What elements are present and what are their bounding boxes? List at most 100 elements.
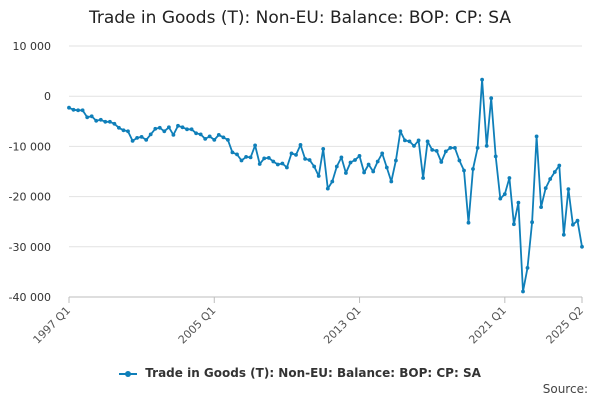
data-point[interactable] (194, 131, 199, 136)
data-point[interactable] (416, 138, 421, 143)
data-point[interactable] (557, 163, 562, 168)
data-point[interactable] (316, 174, 321, 178)
data-point[interactable] (366, 162, 371, 167)
data-point[interactable] (448, 146, 453, 150)
data-point[interactable] (330, 179, 335, 184)
data-point[interactable] (580, 244, 584, 249)
data-point[interactable] (443, 149, 448, 154)
data-point[interactable] (466, 220, 471, 225)
data-point[interactable] (389, 179, 394, 184)
data-point[interactable] (126, 129, 130, 134)
data-point[interactable] (167, 125, 171, 130)
data-point[interactable] (534, 134, 539, 139)
data-point[interactable] (280, 161, 285, 166)
data-point[interactable] (235, 152, 239, 157)
data-point[interactable] (434, 149, 439, 153)
data-point[interactable] (153, 126, 158, 131)
data-point[interactable] (253, 143, 257, 148)
data-point[interactable] (176, 123, 180, 128)
data-point[interactable] (94, 118, 99, 123)
data-point[interactable] (516, 200, 521, 205)
data-point[interactable] (439, 160, 444, 164)
data-point[interactable] (457, 158, 462, 163)
data-point[interactable] (248, 155, 253, 160)
data-point[interactable] (162, 129, 167, 134)
data-point[interactable] (262, 156, 267, 161)
data-point[interactable] (212, 138, 217, 142)
data-point[interactable] (507, 176, 512, 180)
data-point[interactable] (371, 169, 376, 174)
data-point[interactable] (325, 186, 330, 191)
data-point[interactable] (566, 187, 571, 192)
data-point[interactable] (548, 177, 553, 181)
data-point[interactable] (489, 96, 494, 101)
data-point[interactable] (303, 157, 307, 161)
data-point[interactable] (475, 146, 480, 150)
data-point[interactable] (334, 164, 339, 169)
data-point[interactable] (148, 132, 153, 137)
data-point[interactable] (89, 114, 94, 119)
data-point[interactable] (285, 165, 289, 170)
data-point[interactable] (453, 146, 457, 150)
data-point[interactable] (571, 222, 575, 227)
data-point[interactable] (344, 171, 348, 175)
data-point[interactable] (425, 139, 430, 144)
data-point[interactable] (198, 132, 203, 137)
data-point[interactable] (117, 125, 121, 130)
data-point[interactable] (189, 127, 194, 132)
data-point[interactable] (203, 137, 208, 141)
data-point[interactable] (353, 158, 357, 162)
data-point[interactable] (484, 144, 489, 148)
data-point[interactable] (239, 158, 244, 163)
data-point[interactable] (289, 151, 294, 156)
data-point[interactable] (357, 154, 362, 158)
data-point[interactable] (226, 138, 230, 142)
data-point[interactable] (135, 136, 140, 140)
data-point[interactable] (480, 77, 484, 82)
data-point[interactable] (98, 117, 103, 122)
data-point[interactable] (543, 186, 548, 191)
data-point[interactable] (108, 119, 112, 124)
data-point[interactable] (512, 222, 516, 227)
data-point[interactable] (407, 139, 412, 144)
data-point[interactable] (67, 105, 71, 110)
data-point[interactable] (430, 148, 435, 152)
data-point[interactable] (103, 119, 108, 124)
data-point[interactable] (375, 159, 380, 164)
data-point[interactable] (348, 160, 353, 165)
data-point[interactable] (530, 220, 534, 225)
data-point[interactable] (525, 266, 530, 270)
data-point[interactable] (271, 159, 276, 164)
data-point[interactable] (384, 165, 389, 170)
data-point[interactable] (130, 139, 135, 143)
data-point[interactable] (80, 108, 85, 113)
data-point[interactable] (216, 133, 221, 137)
data-point[interactable] (275, 162, 280, 167)
data-point[interactable] (266, 156, 271, 160)
data-point[interactable] (502, 192, 507, 197)
data-point[interactable] (421, 176, 425, 180)
data-point[interactable] (398, 129, 403, 134)
data-point[interactable] (294, 153, 298, 157)
data-point[interactable] (185, 127, 189, 132)
data-point[interactable] (561, 232, 566, 237)
data-point[interactable] (521, 289, 525, 294)
data-point[interactable] (498, 196, 503, 201)
data-point[interactable] (298, 143, 303, 147)
data-point[interactable] (394, 158, 398, 163)
data-point[interactable] (321, 147, 326, 151)
data-point[interactable] (171, 133, 176, 137)
data-point[interactable] (412, 144, 416, 148)
data-point[interactable] (112, 121, 117, 126)
data-point[interactable] (71, 107, 76, 112)
data-point[interactable] (244, 155, 249, 159)
data-point[interactable] (221, 135, 226, 140)
data-point[interactable] (312, 164, 317, 169)
data-point[interactable] (552, 170, 557, 174)
data-point[interactable] (230, 150, 235, 155)
data-point[interactable] (121, 128, 126, 133)
data-point[interactable] (462, 168, 466, 173)
data-point[interactable] (493, 154, 498, 159)
data-point[interactable] (180, 125, 185, 130)
data-point[interactable] (257, 162, 262, 166)
